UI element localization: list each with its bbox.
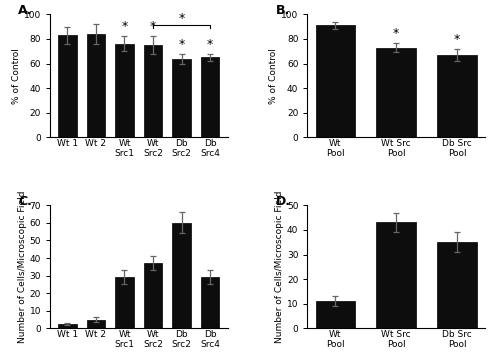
Text: *: * bbox=[150, 20, 156, 33]
Bar bbox=[172, 59, 191, 137]
Text: A.: A. bbox=[18, 4, 32, 17]
Bar bbox=[201, 277, 220, 328]
Bar bbox=[201, 57, 220, 137]
Y-axis label: Number of Cells/Microscopic Field: Number of Cells/Microscopic Field bbox=[18, 191, 26, 343]
Bar bbox=[86, 34, 105, 137]
Text: *: * bbox=[178, 12, 185, 25]
Y-axis label: % of Control: % of Control bbox=[270, 48, 278, 104]
Y-axis label: % of Control: % of Control bbox=[12, 48, 21, 104]
Bar bbox=[115, 44, 134, 137]
Text: C.: C. bbox=[18, 195, 32, 208]
Bar bbox=[316, 25, 355, 137]
Bar bbox=[376, 47, 416, 137]
Bar bbox=[58, 35, 76, 137]
Text: B.: B. bbox=[276, 4, 289, 17]
Text: *: * bbox=[454, 33, 460, 46]
Bar bbox=[438, 55, 477, 137]
Y-axis label: Number of Cells/Microscopic Field: Number of Cells/Microscopic Field bbox=[275, 191, 284, 343]
Bar bbox=[376, 222, 416, 328]
Bar bbox=[144, 263, 163, 328]
Text: *: * bbox=[207, 37, 214, 51]
Bar bbox=[115, 277, 134, 328]
Text: *: * bbox=[178, 37, 185, 51]
Bar bbox=[316, 301, 355, 328]
Bar bbox=[58, 324, 76, 328]
Text: D.: D. bbox=[276, 195, 290, 208]
Bar bbox=[86, 320, 105, 328]
Bar bbox=[144, 45, 163, 137]
Bar bbox=[172, 223, 191, 328]
Text: *: * bbox=[122, 20, 128, 33]
Bar bbox=[438, 242, 477, 328]
Text: *: * bbox=[393, 26, 400, 40]
